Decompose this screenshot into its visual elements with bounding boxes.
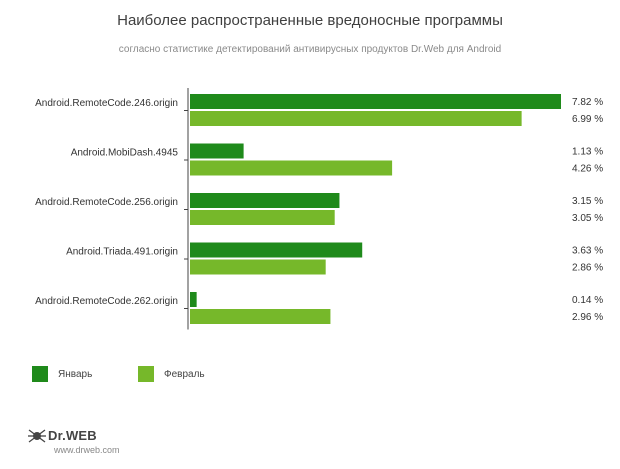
data-label: 1.13 % — [572, 147, 603, 158]
chart-subtitle: согласно статистике детектирований антив… — [118, 44, 502, 55]
category-label: Android.RemoteCode.256.origin — [35, 197, 178, 208]
bar-february — [190, 111, 522, 126]
data-label: 3.63 % — [572, 246, 603, 257]
drweb-logo: Dr.WEB www.drweb.com — [28, 428, 148, 456]
data-label: 2.96 % — [572, 312, 603, 323]
bar-january — [190, 143, 244, 159]
legend-label-february: Февраль — [164, 369, 205, 380]
logo-brand: Dr.WEB — [48, 428, 97, 443]
category-label: Android.Triada.491.origin — [66, 247, 178, 258]
bar-february — [190, 210, 335, 225]
legend-label-january: Январь — [58, 369, 93, 380]
data-label: 0.14 % — [572, 295, 603, 306]
data-label: 3.05 % — [572, 213, 603, 224]
bar-chart: Android.RemoteCode.246.origin 7.82 % 6.99 … — [35, 88, 603, 330]
chart-title: Наиболее распространенные вредоносные пр… — [117, 12, 503, 29]
category-label: Android.RemoteCode.262.origin — [35, 296, 178, 307]
legend-swatch-february — [138, 366, 154, 382]
bar-january — [190, 193, 340, 208]
data-label: 3.15 % — [572, 196, 603, 207]
bar-january — [190, 242, 363, 258]
bar-february — [190, 160, 393, 176]
logo-url: www.drweb.com — [54, 445, 120, 455]
data-label: 4.26 % — [572, 164, 603, 175]
legend-swatch-january — [32, 366, 48, 382]
spider-icon — [28, 429, 46, 443]
data-label: 2.86 % — [572, 263, 603, 274]
bar-february — [190, 259, 326, 275]
data-label: 6.99 % — [572, 114, 603, 125]
category-label: Android.MobiDash.4945 — [71, 148, 179, 159]
bar-january — [190, 94, 561, 109]
bar-february — [190, 309, 331, 324]
bar-january — [190, 292, 197, 307]
data-label: 7.82 % — [572, 97, 603, 108]
category-label: Android.RemoteCode.246.origin — [35, 98, 178, 109]
